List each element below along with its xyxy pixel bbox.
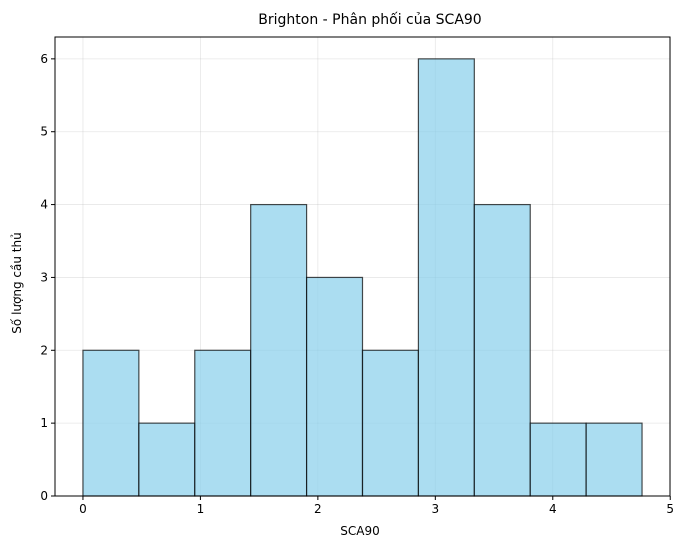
y-axis-ticks: 0 1 2 3 4 5 6	[40, 52, 55, 503]
histogram-bar	[417, 58, 475, 497]
x-tick-label: 2	[314, 502, 322, 516]
histogram-bar	[305, 276, 364, 497]
x-axis-ticks: 0 1 2 3 4 5	[79, 496, 674, 516]
y-tick-label: 6	[40, 52, 48, 66]
x-axis-label: SCA90	[340, 524, 379, 538]
x-tick-label: 1	[197, 502, 205, 516]
histogram-bar	[138, 422, 196, 497]
x-tick-label: 4	[549, 502, 557, 516]
x-tick-label: 5	[666, 502, 674, 516]
y-axis-label: Số lượng cầu thủ	[10, 232, 24, 333]
chart-title: Brighton - Phân phối của SCA90	[258, 11, 481, 28]
y-tick-label: 1	[40, 416, 48, 430]
histogram-bar	[473, 203, 531, 497]
histogram-bar	[529, 422, 587, 497]
x-tick-label: 0	[79, 502, 87, 516]
y-tick-label: 2	[40, 343, 48, 357]
histogram-bar	[361, 349, 420, 497]
plot-frame	[54, 36, 671, 497]
histogram-bar	[585, 422, 643, 497]
x-tick-label: 3	[432, 502, 440, 516]
y-tick-label: 3	[40, 270, 48, 284]
y-tick-label: 0	[40, 489, 48, 503]
bars-group	[82, 58, 643, 497]
histogram-bar	[82, 349, 140, 497]
y-tick-label: 4	[40, 198, 48, 212]
histogram-bar	[194, 349, 252, 497]
histogram-bar	[250, 203, 308, 497]
y-tick-label: 5	[40, 125, 48, 139]
